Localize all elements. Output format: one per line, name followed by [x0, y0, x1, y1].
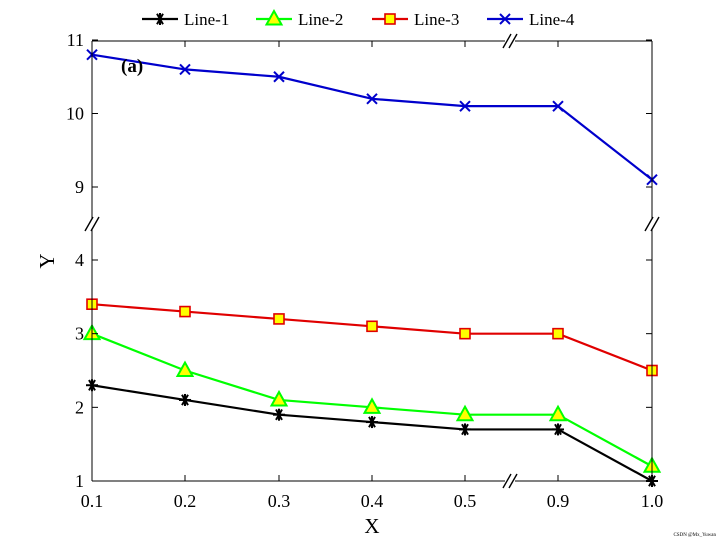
- data-point: [548, 404, 568, 422]
- y-tick-label: 11: [67, 30, 84, 50]
- axes-group: 0.1 0.2 0.3 0.4 0.5 0.9 1.0 1 2 3 4 9 10 11: [66, 30, 663, 511]
- data-point: [366, 320, 378, 333]
- data-point: [552, 327, 564, 340]
- legend-item-line-2: Line-2: [256, 8, 343, 29]
- data-point: [273, 313, 285, 325]
- x-tick-label: 0.9: [547, 491, 570, 511]
- y-tick-label: 3: [75, 324, 84, 344]
- x-axis-break-mark: [508, 33, 518, 49]
- y-tick-label: 2: [75, 397, 84, 417]
- y-tick-label: 1: [75, 471, 84, 491]
- data-point: [459, 100, 471, 112]
- legend-label: Line-3: [414, 10, 459, 29]
- data-point: [175, 360, 195, 377]
- series-line-3: [86, 298, 658, 377]
- data-point: [455, 404, 475, 422]
- x-axis-break-mark: [502, 473, 512, 489]
- y-tick-label: 4: [75, 250, 84, 270]
- panel-label: (a): [121, 56, 143, 77]
- data-point: [552, 100, 564, 112]
- x-axis-label: X: [364, 514, 379, 538]
- legend-item-line-3: Line-3: [372, 10, 459, 29]
- legend-marker: [499, 13, 511, 25]
- x-tick-label: 0.3: [268, 491, 291, 511]
- x-axis-break-mark: [508, 473, 518, 489]
- data-point: [362, 397, 382, 414]
- data-point: [179, 63, 191, 76]
- y-axis-break-mark: [84, 216, 94, 232]
- data-point: [459, 327, 471, 340]
- series-line: [91, 53, 653, 181]
- y-tick-label: 9: [75, 177, 84, 197]
- y-axis-label: Y: [35, 253, 59, 268]
- data-point: [366, 93, 378, 105]
- data-point: [273, 71, 285, 83]
- x-tick-label: 0.4: [361, 491, 384, 511]
- legend-item-line-4: Line-4: [487, 10, 575, 29]
- x-tick-label: 0.5: [454, 491, 477, 511]
- data-point: [269, 389, 289, 407]
- legend-label: Line-1: [184, 10, 229, 29]
- legend-marker: [264, 8, 284, 26]
- data-point: [179, 305, 191, 318]
- y-axis-break-mark: [650, 216, 660, 232]
- x-tick-label: 0.1: [81, 491, 104, 511]
- y-tick-label: 10: [66, 104, 84, 124]
- y-axis-break-mark: [90, 216, 100, 232]
- legend-label: Line-2: [298, 10, 343, 29]
- legend: Line-1 Line-2 Line-3 Line-4: [142, 8, 575, 29]
- x-axis-break-mark: [502, 33, 512, 49]
- x-tick-label: 0.2: [174, 491, 197, 511]
- series-line-1: [86, 379, 658, 487]
- series-line-4: [86, 48, 658, 186]
- legend-item-line-1: Line-1: [142, 10, 229, 29]
- watermark-text: CSDN @Mx_Yuwan: [673, 533, 716, 538]
- y-axis-break-mark: [644, 216, 654, 232]
- series-line: [91, 303, 653, 372]
- legend-marker: [384, 13, 396, 25]
- series-group: [82, 48, 662, 487]
- x-tick-label: 1.0: [641, 491, 664, 511]
- legend-label: Line-4: [529, 10, 575, 29]
